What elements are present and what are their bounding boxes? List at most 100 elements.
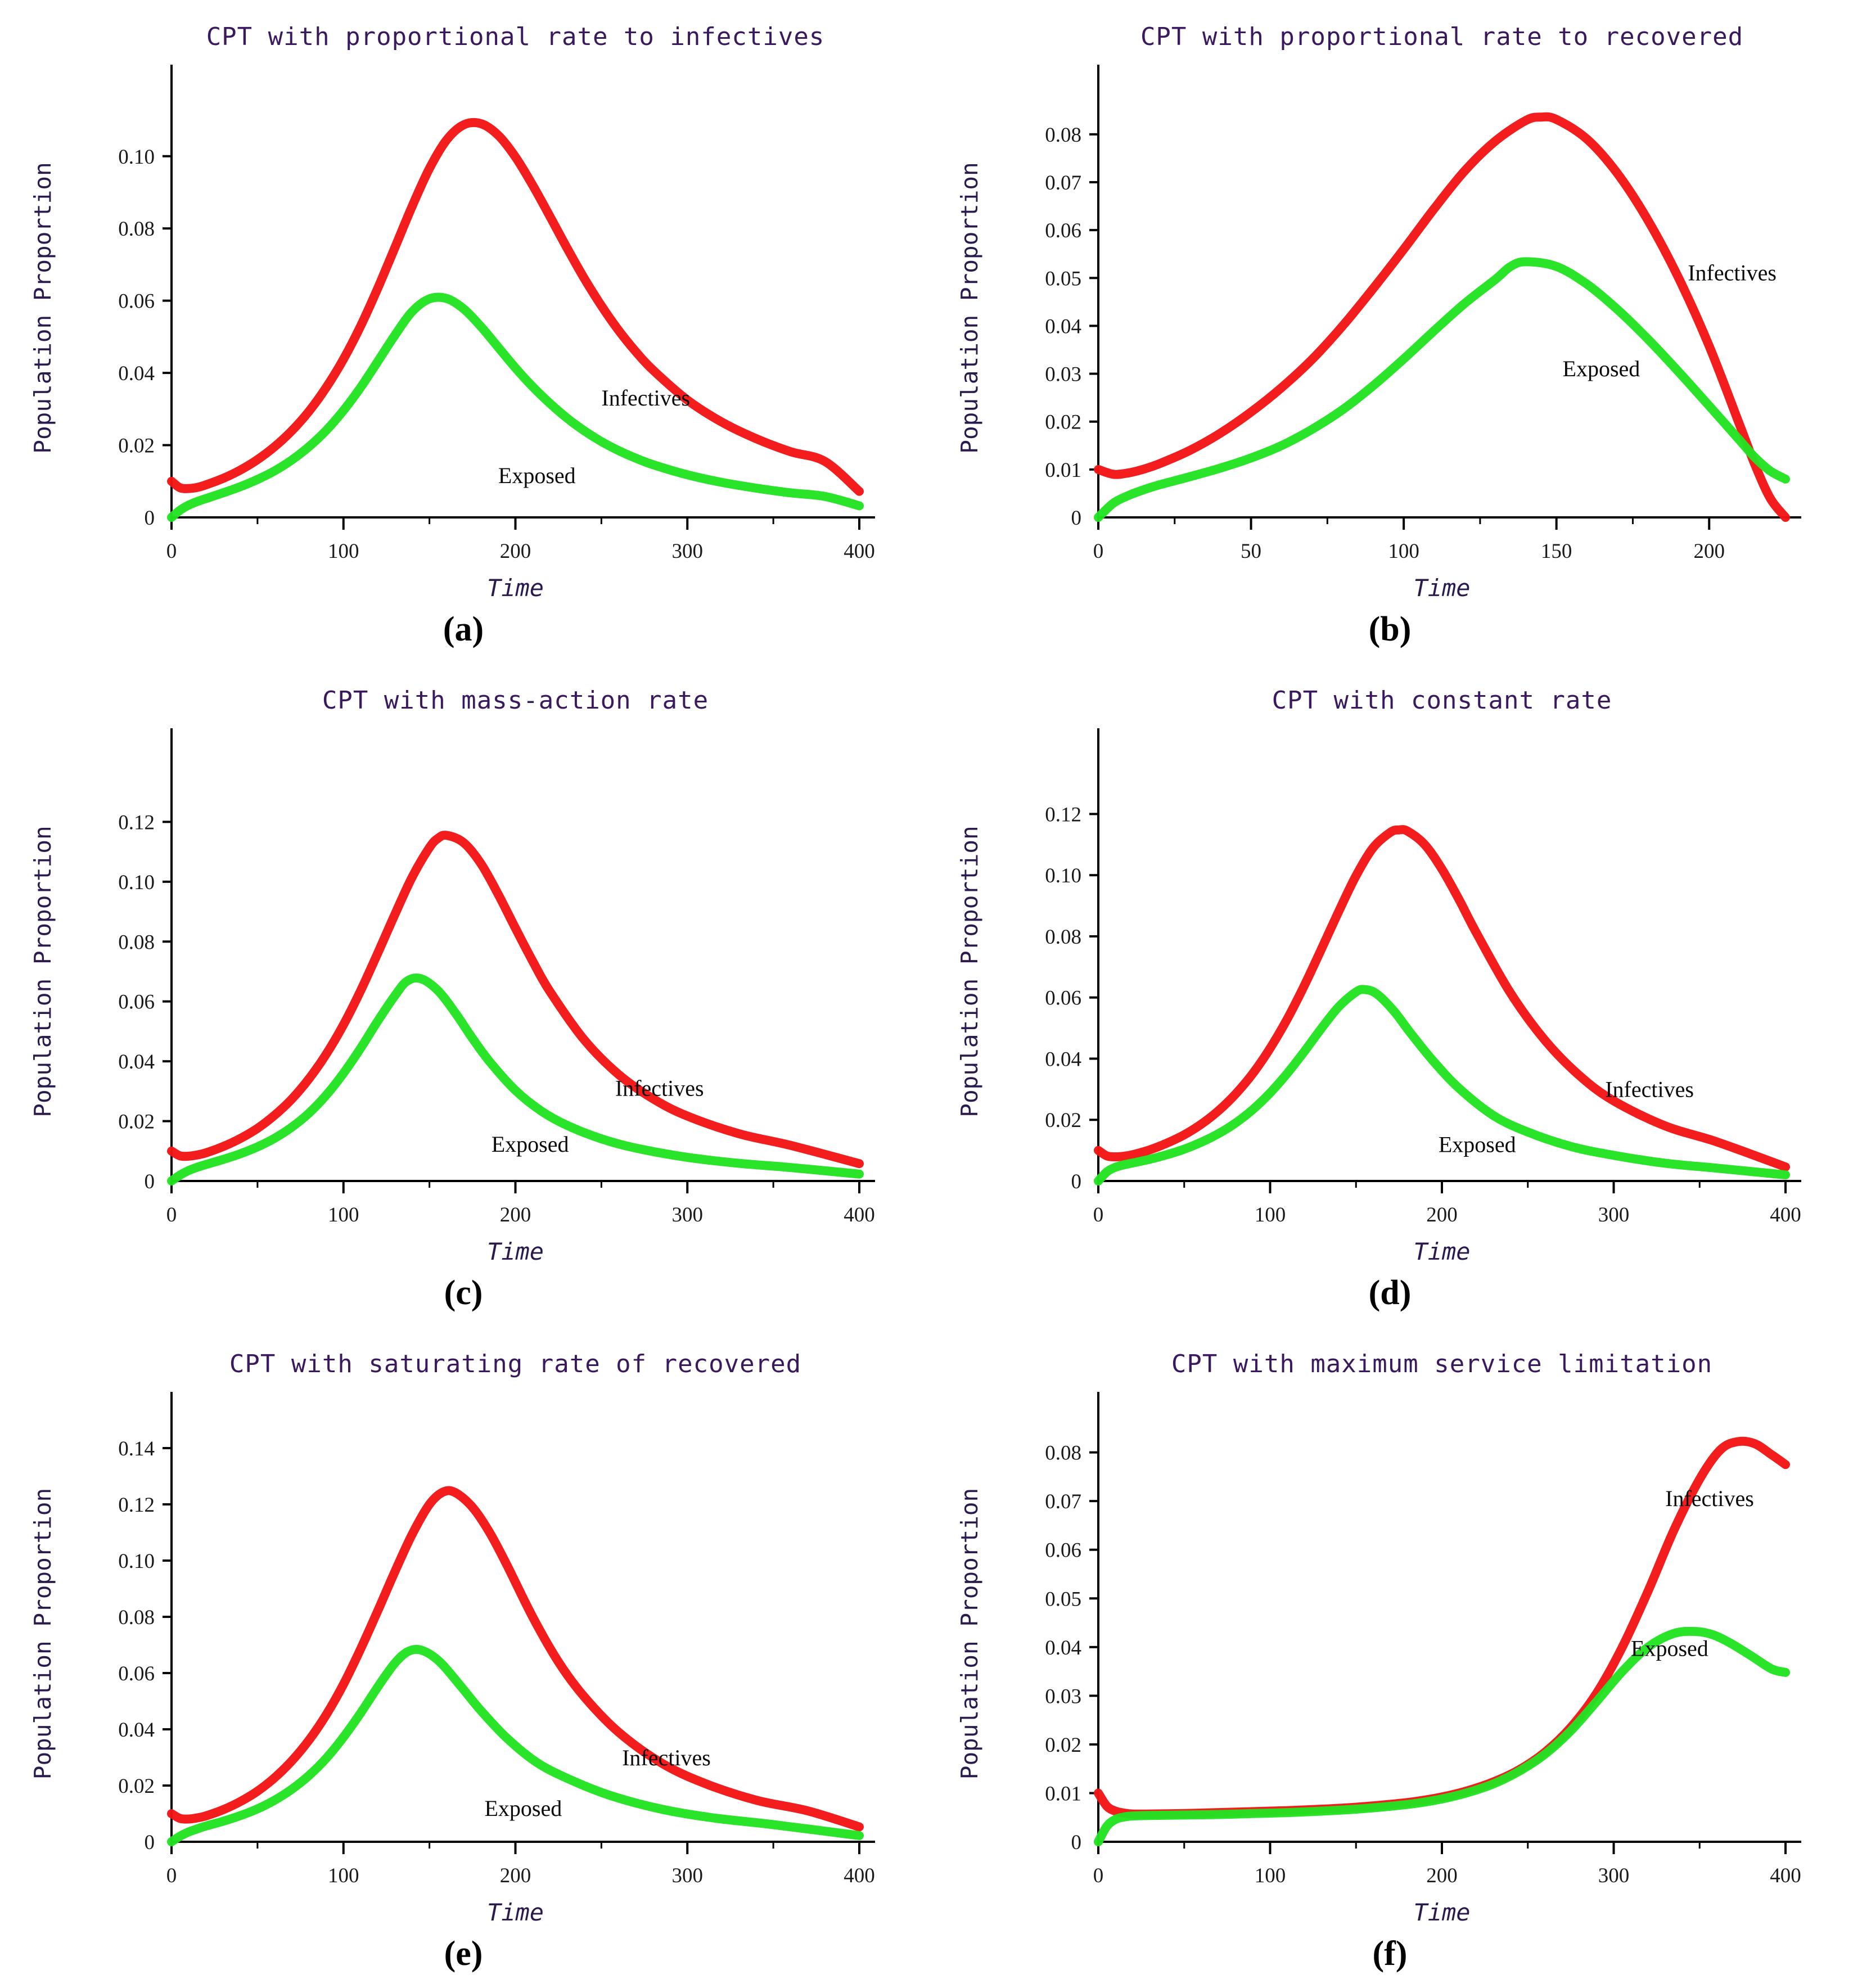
series-curve bbox=[167, 292, 864, 522]
panel-cell-e: CPT with saturating rate of recovered 0 0.… bbox=[0, 1327, 927, 1988]
y-tick-label: 0.08 bbox=[118, 1606, 155, 1629]
panel-cell-d: CPT with constant rate 0 0.02 0.04 0.06 0.08 0… bbox=[927, 664, 1853, 1327]
y-axis-label: Population Proportion bbox=[956, 1488, 983, 1779]
y-tick-label: 0.08 bbox=[118, 931, 155, 954]
x-tick-label: 0 bbox=[166, 540, 177, 563]
series-curve bbox=[1094, 985, 1790, 1185]
y-tick-label: 0.10 bbox=[118, 146, 155, 169]
panel-letter-b: (b) bbox=[1368, 610, 1412, 648]
series-infectives bbox=[167, 831, 864, 1169]
y-tick-label: 0 bbox=[145, 1170, 155, 1193]
chart-panel-b: CPT with proportional rate to recovered 0… bbox=[927, 0, 1853, 664]
series-infectives bbox=[1094, 825, 1790, 1171]
series-curve bbox=[167, 1644, 864, 1846]
y-tick-label: 0.06 bbox=[118, 991, 155, 1014]
series-exposed bbox=[167, 973, 864, 1185]
x-axis-label: Time bbox=[487, 1899, 544, 1926]
series-curve bbox=[167, 831, 864, 1169]
y-tick-label: 0.10 bbox=[118, 1550, 155, 1573]
x-tick-label: 100 bbox=[328, 540, 359, 563]
y-tick-label: 0.06 bbox=[1045, 219, 1081, 242]
series-curve bbox=[1094, 257, 1790, 522]
chart-title-a: CPT with proportional rate to infectives bbox=[206, 22, 825, 51]
panel-letter-f: (f) bbox=[1372, 1935, 1408, 1973]
x-tick-label: 100 bbox=[328, 1203, 359, 1227]
y-axis-label: Population Proportion bbox=[29, 1488, 56, 1779]
x-tick-label: 200 bbox=[500, 540, 531, 563]
series-annotation: Exposed bbox=[498, 463, 576, 488]
series-annotation: Exposed bbox=[1563, 356, 1640, 381]
x-tick-label: 0 bbox=[166, 1203, 177, 1227]
series-exposed bbox=[167, 292, 864, 522]
series-curve bbox=[167, 973, 864, 1185]
chart-svg-f: CPT with maximum service limitation 0 0.01… bbox=[956, 1350, 1801, 1926]
x-tick-label: 400 bbox=[844, 1203, 875, 1227]
y-tick-label: 0.02 bbox=[1045, 1109, 1081, 1132]
y-tick-label: 0.01 bbox=[1045, 1782, 1081, 1805]
series-exposed bbox=[1094, 1626, 1790, 1846]
series-curve bbox=[1094, 1626, 1790, 1846]
panel-letter-d: (d) bbox=[1368, 1274, 1412, 1312]
y-tick-label: 0 bbox=[145, 507, 155, 530]
y-tick-label: 0.08 bbox=[118, 218, 155, 241]
y-tick-label: 0.08 bbox=[1045, 1442, 1081, 1465]
x-tick-label: 400 bbox=[844, 1864, 875, 1887]
series-annotation: Exposed bbox=[492, 1132, 569, 1157]
y-axis-label: Population Proportion bbox=[29, 162, 56, 453]
y-tick-label: 0.01 bbox=[1045, 459, 1081, 482]
y-tick-label: 0.10 bbox=[118, 871, 155, 894]
y-tick-label: 0.10 bbox=[1045, 864, 1081, 887]
chart-svg-d: CPT with constant rate 0 0.02 0.04 0.06 0.08 0… bbox=[956, 686, 1801, 1265]
series-annotation: Exposed bbox=[484, 1796, 562, 1821]
chart-svg-a: CPT with proportional rate to infectives… bbox=[29, 22, 875, 602]
chart-title-d: CPT with constant rate bbox=[1272, 686, 1612, 715]
y-tick-label: 0.07 bbox=[1045, 172, 1081, 195]
x-axis-label: Time bbox=[1413, 1899, 1470, 1926]
y-tick-label: 0.12 bbox=[118, 1494, 155, 1517]
panel-cell-c: CPT with mass-action rate 0 0.02 0.04 0.06 0.… bbox=[0, 664, 927, 1327]
chart-title-c: CPT with mass-action rate bbox=[322, 686, 709, 715]
y-tick-label: 0.08 bbox=[1045, 124, 1081, 147]
x-tick-label: 100 bbox=[1255, 1864, 1286, 1887]
x-tick-label: 200 bbox=[1693, 540, 1725, 563]
y-tick-label: 0.02 bbox=[118, 435, 155, 458]
y-tick-label: 0.02 bbox=[1045, 411, 1081, 434]
y-tick-label: 0 bbox=[1071, 1831, 1082, 1854]
x-tick-label: 300 bbox=[672, 1864, 704, 1887]
x-tick-label: 400 bbox=[1770, 1203, 1801, 1227]
y-tick-label: 0.06 bbox=[1045, 987, 1081, 1010]
y-tick-label: 0.06 bbox=[1045, 1539, 1081, 1562]
x-tick-label: 400 bbox=[1770, 1864, 1801, 1887]
series-annotation: Infectives bbox=[601, 385, 690, 411]
chart-title-e: CPT with saturating rate of recovered bbox=[229, 1350, 801, 1378]
y-tick-label: 0 bbox=[1071, 1170, 1082, 1193]
series-exposed bbox=[1094, 985, 1790, 1185]
series-exposed bbox=[167, 1644, 864, 1846]
chart-svg-c: CPT with mass-action rate 0 0.02 0.04 0.06 0.… bbox=[29, 686, 875, 1265]
x-tick-label: 0 bbox=[1093, 1203, 1104, 1227]
x-axis-label: Time bbox=[1413, 574, 1470, 602]
series-annotation: Exposed bbox=[1439, 1132, 1516, 1157]
x-tick-label: 200 bbox=[1426, 1203, 1458, 1227]
chart-title-f: CPT with maximum service limitation bbox=[1171, 1350, 1712, 1378]
y-tick-label: 0 bbox=[145, 1831, 155, 1854]
series-annotation: Infectives bbox=[1665, 1486, 1754, 1511]
panel-cell-f: CPT with maximum service limitation 0 0.01… bbox=[927, 1327, 1853, 1988]
x-tick-label: 0 bbox=[1093, 1864, 1104, 1887]
y-tick-label: 0.12 bbox=[1045, 803, 1081, 826]
y-tick-label: 0.04 bbox=[1045, 1637, 1081, 1660]
series-annotation: Infectives bbox=[1688, 260, 1777, 286]
panel-cell-b: CPT with proportional rate to recovered 0… bbox=[927, 0, 1853, 664]
panel-letter-e: (e) bbox=[444, 1935, 483, 1973]
x-tick-label: 300 bbox=[672, 1203, 704, 1227]
y-axis-label: Population Proportion bbox=[29, 826, 56, 1117]
y-tick-label: 0.05 bbox=[1045, 267, 1081, 290]
y-tick-label: 0.04 bbox=[1045, 1048, 1081, 1071]
chart-panel-e: CPT with saturating rate of recovered 0 0.… bbox=[0, 1327, 927, 1988]
y-tick-label: 0.08 bbox=[1045, 926, 1081, 949]
series-curve bbox=[1094, 112, 1790, 522]
x-tick-label: 300 bbox=[672, 540, 704, 563]
y-tick-label: 0.03 bbox=[1045, 363, 1081, 386]
y-tick-label: 0.04 bbox=[118, 362, 155, 385]
panel-cell-a: CPT with proportional rate to infectives… bbox=[0, 0, 927, 664]
